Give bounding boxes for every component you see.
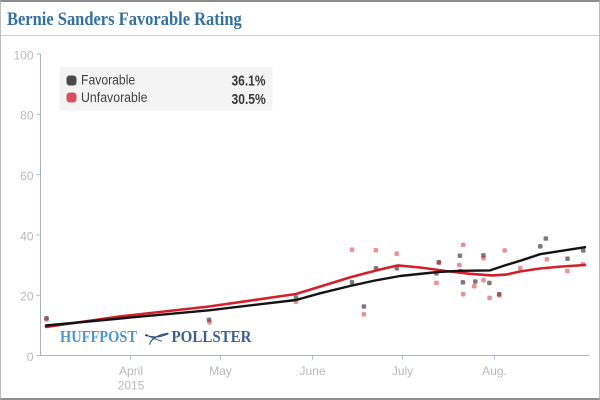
svg-text:Aug.: Aug. [482,364,507,378]
svg-text:May: May [209,364,232,378]
svg-text:June: June [299,364,325,378]
svg-text:30.5%: 30.5% [232,92,266,108]
svg-text:100: 100 [13,48,33,62]
svg-text:Favorable: Favorable [81,73,135,88]
svg-text:80: 80 [20,109,34,123]
svg-text:HUFFPOST: HUFFPOST [60,327,138,346]
svg-text:0: 0 [27,350,34,364]
svg-text:60: 60 [20,169,34,183]
svg-text:36.1%: 36.1% [232,74,266,90]
svg-text:April: April [119,364,143,378]
svg-text:40: 40 [20,229,34,243]
svg-text:2015: 2015 [118,379,145,393]
svg-text:July: July [392,364,413,378]
svg-text:20: 20 [20,290,34,304]
svg-text:POLLSTER: POLLSTER [172,327,253,346]
svg-text:Unfavorable: Unfavorable [81,90,148,105]
